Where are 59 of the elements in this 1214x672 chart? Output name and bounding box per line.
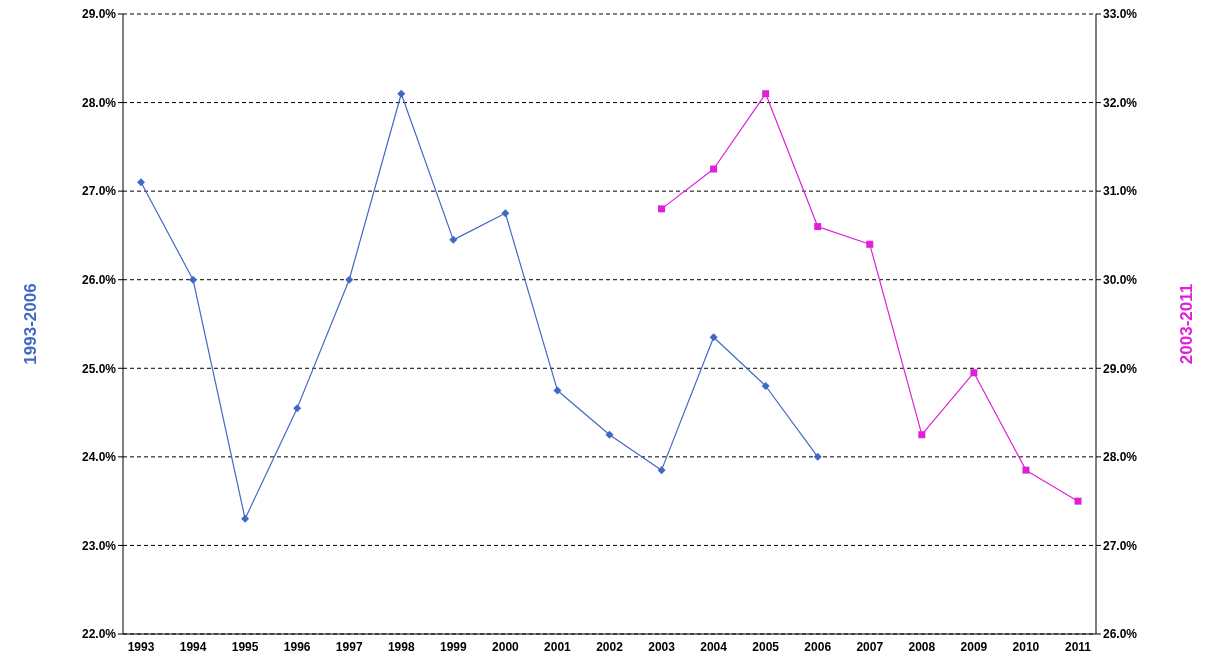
y2-tick-label: 32.0% [1103, 95, 1138, 110]
x-tick-label: 2000 [492, 639, 520, 654]
point [137, 178, 145, 187]
y-tick-label: 28.0% [81, 95, 117, 110]
point [970, 369, 978, 377]
point [605, 430, 614, 439]
y-tick-label: 29.0% [81, 7, 117, 22]
y2-tick-label: 31.0% [1103, 184, 1138, 199]
x-tick-label: 2010 [1012, 639, 1040, 654]
point [658, 205, 666, 213]
x-tick-label: 2001 [544, 639, 572, 654]
x-tick-label: 2007 [856, 639, 884, 654]
y2-axis-title: 2003-2011 [1176, 283, 1196, 365]
point [449, 235, 458, 244]
y2-tick-label: 30.0% [1103, 272, 1138, 287]
point [501, 209, 510, 218]
x-tick-label: 1997 [335, 639, 363, 654]
point [553, 386, 562, 395]
point [1074, 497, 1082, 505]
point [189, 275, 198, 284]
x-tick-label: 1998 [387, 639, 415, 654]
x-tick-label: 2004 [700, 639, 728, 654]
x-tick-label: 2002 [596, 639, 624, 654]
x-tick-label: 1996 [283, 639, 311, 654]
y-tick-label: 22.0% [81, 627, 117, 642]
y2-tick-label: 26.0% [1103, 627, 1138, 642]
y-tick-label: 26.0% [81, 272, 117, 287]
x-tick-label: 2003 [648, 639, 676, 654]
point [241, 514, 250, 523]
x-tick-label: 1999 [439, 639, 467, 654]
y-tick-label: 27.0% [81, 184, 117, 199]
point [761, 382, 770, 390]
point [1022, 466, 1030, 474]
y2-tick-label: 33.0% [1103, 7, 1138, 22]
point [709, 333, 718, 342]
y-axis-title: 1993-2006 [20, 283, 40, 365]
x-tick-label: 2011 [1064, 639, 1092, 654]
y2-tick-label: 28.0% [1103, 450, 1138, 465]
y2-tick-label: 27.0% [1103, 538, 1138, 553]
point [866, 240, 874, 248]
x-tick-label: 1994 [179, 639, 207, 654]
x-tick-label: 1995 [231, 639, 259, 654]
point [918, 431, 926, 439]
x-tick-label: 2008 [908, 639, 936, 654]
point [397, 89, 406, 98]
point [293, 404, 302, 413]
x-tick-label: 2006 [804, 639, 832, 654]
y2-tick-label: 29.0% [1103, 361, 1138, 376]
point [345, 275, 354, 284]
x-tick-label: 1993 [127, 639, 155, 654]
x-tick-label: 2009 [960, 639, 988, 654]
y-tick-label: 23.0% [81, 538, 117, 553]
point [657, 466, 666, 475]
point [814, 223, 822, 231]
point [813, 452, 822, 461]
y-tick-label: 25.0% [81, 361, 117, 376]
x-tick-label: 2005 [752, 639, 780, 654]
y-tick-label: 24.0% [81, 450, 117, 465]
point [762, 90, 770, 98]
